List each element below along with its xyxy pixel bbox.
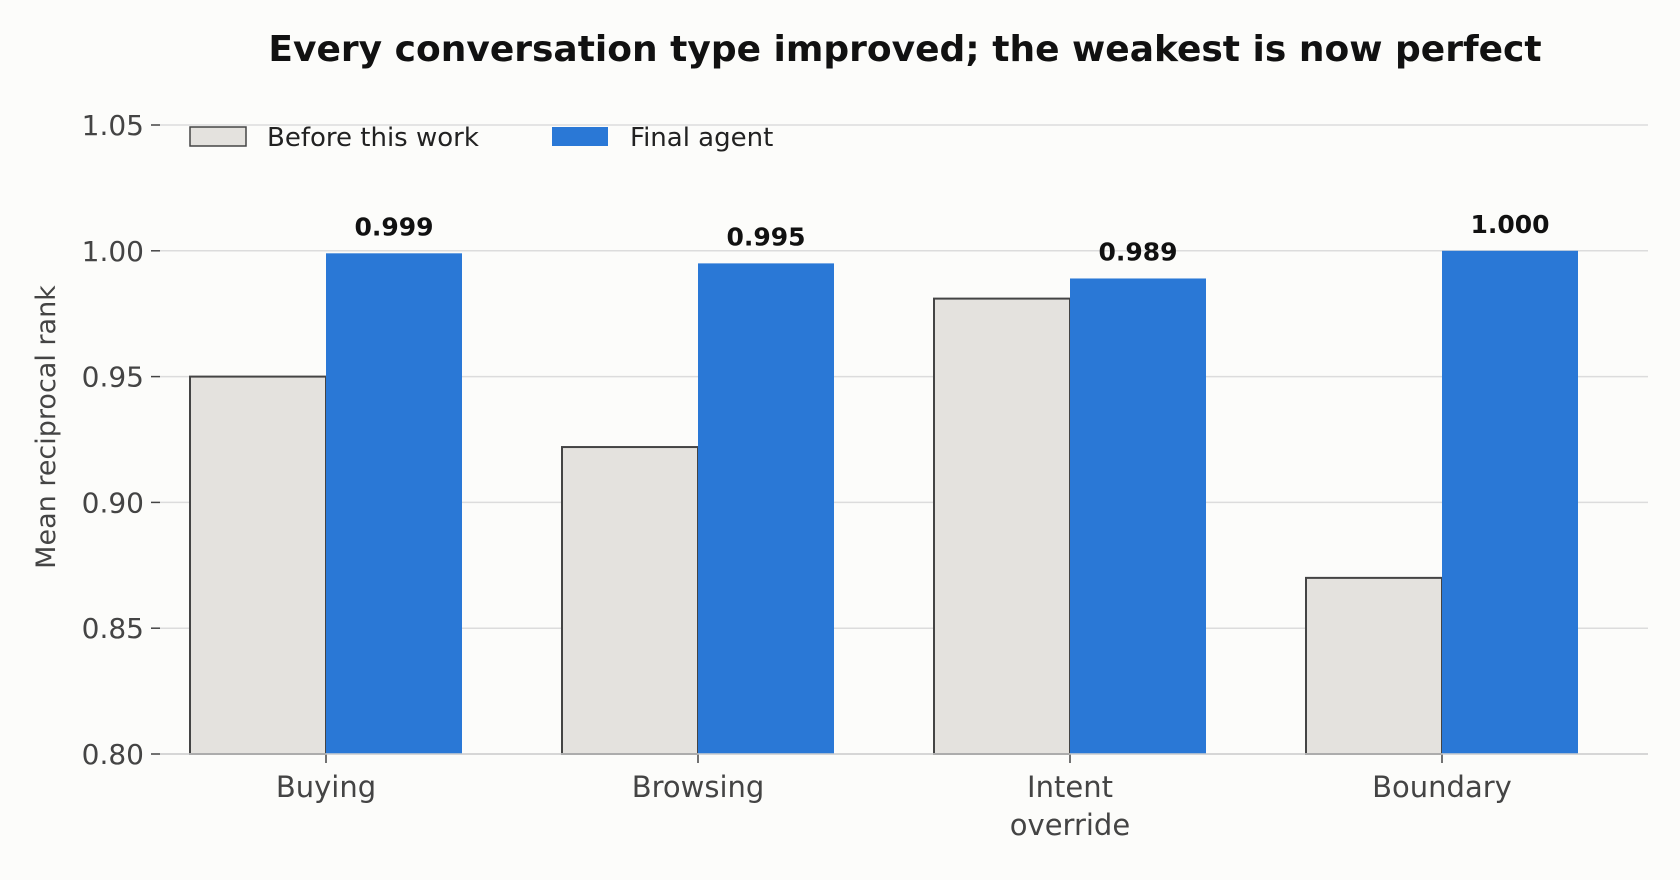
legend-swatch-final [552, 127, 608, 146]
x-tick-label: Browsing [632, 770, 765, 804]
y-axis: 0.80 0.85 0.90 0.95 1.00 1.05 [82, 109, 160, 771]
x-tick-label: Boundary [1372, 770, 1512, 804]
legend-label-final: Final agent [630, 123, 773, 153]
bar-final-3 [1442, 250, 1578, 755]
y-tick-label: 0.80 [82, 738, 144, 771]
y-tick-label: 0.95 [82, 361, 144, 394]
bar-before-0 [189, 375, 327, 755]
x-tick-label: Intent [1027, 770, 1113, 804]
bar-value-label: 0.995 [726, 222, 805, 251]
bar-value-label: 0.999 [354, 212, 433, 241]
y-tick-label: 0.85 [82, 612, 144, 645]
x-axis: Buying Browsing Intent override Boundary [160, 753, 1648, 842]
chart-title: Every conversation type improved; the we… [268, 29, 1541, 70]
y-tick-label: 1.00 [82, 235, 144, 268]
bars: 0.999 0.995 0.989 1.000 [189, 210, 1578, 755]
legend-label-before: Before this work [267, 123, 479, 153]
y-tick-label: 0.90 [82, 486, 144, 519]
bar-value-label: 1.000 [1470, 210, 1549, 239]
bar-value-label: 0.989 [1098, 237, 1177, 266]
bar-before-3 [1305, 576, 1443, 755]
bar-final-2 [1070, 278, 1206, 754]
x-tick-label: override [1010, 808, 1130, 842]
bar-before-2 [933, 297, 1071, 755]
y-axis-label: Mean reciprocal rank [31, 285, 62, 569]
bar-before-1 [561, 446, 699, 755]
legend: Before this work Final agent [189, 123, 773, 153]
y-tick-label: 1.05 [82, 109, 144, 142]
x-tick-label: Buying [276, 770, 376, 804]
bar-final-0 [326, 253, 462, 755]
legend-swatch-before [189, 126, 247, 147]
bar-final-1 [698, 263, 834, 754]
